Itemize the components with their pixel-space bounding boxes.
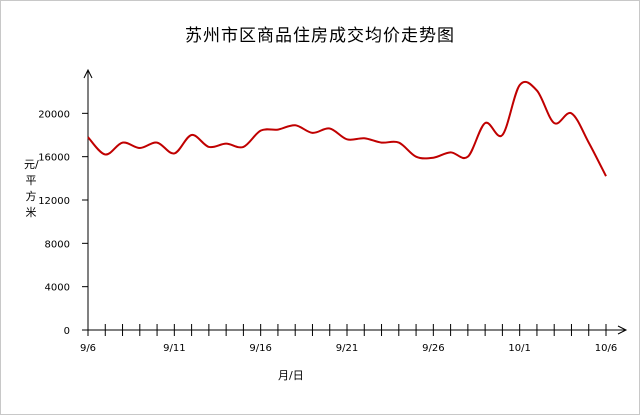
data-point — [467, 156, 469, 158]
data-point — [312, 132, 314, 134]
data-point — [87, 136, 89, 138]
x-axis-label: 月/日 — [278, 369, 304, 382]
ticks: 0 4000 8000 12000 16000 20000 9/6 9/11 9/16 9/21 9… — [38, 109, 617, 354]
data-point — [191, 134, 193, 136]
data-point — [225, 143, 227, 145]
y-tick-label: 20000 — [38, 109, 70, 120]
x-axis-arrow — [617, 325, 628, 335]
axes — [83, 68, 628, 335]
data-point — [571, 113, 573, 115]
series-line — [87, 80, 607, 177]
data-point — [208, 146, 210, 148]
y-tick-label: 8000 — [45, 239, 70, 250]
data-point — [502, 134, 504, 136]
data-point — [519, 84, 521, 86]
data-point — [122, 142, 124, 144]
data-point — [433, 157, 435, 159]
data-point — [605, 175, 607, 177]
data-point — [398, 142, 400, 144]
y-axis-arrow — [83, 68, 93, 79]
data-point — [415, 156, 417, 158]
data-point — [260, 130, 262, 132]
data-point — [553, 122, 555, 124]
x-tick-label: 9/21 — [336, 343, 358, 354]
data-point — [139, 147, 141, 149]
data-point — [104, 154, 106, 156]
y-tick-label: 4000 — [45, 283, 70, 294]
data-point — [329, 128, 331, 130]
x-tick-label: 10/1 — [508, 343, 530, 354]
x-tick-label: 9/6 — [80, 343, 96, 354]
data-point — [363, 137, 365, 139]
data-point — [484, 122, 486, 124]
y-tick-label: 16000 — [38, 153, 70, 164]
data-point — [294, 124, 296, 126]
data-point — [588, 142, 590, 144]
series-layer — [87, 80, 607, 177]
data-point — [346, 139, 348, 141]
x-tick-label: 10/6 — [595, 343, 617, 354]
chart-title: 苏州市区商品住房成交均价走势图 — [185, 26, 455, 46]
data-point — [536, 90, 538, 92]
x-tick-label: 9/16 — [249, 343, 271, 354]
y-tick-label: 12000 — [38, 196, 70, 207]
x-tick-label: 9/26 — [422, 343, 444, 354]
data-point — [174, 153, 176, 155]
data-point — [277, 129, 279, 131]
data-point — [381, 142, 383, 144]
data-point — [156, 142, 158, 144]
y-tick-label: 0 — [64, 326, 70, 337]
data-point — [243, 146, 245, 148]
y-axis-label: 元/平方米 — [24, 158, 39, 219]
data-point — [450, 152, 452, 154]
x-tick-label: 9/11 — [163, 343, 185, 354]
